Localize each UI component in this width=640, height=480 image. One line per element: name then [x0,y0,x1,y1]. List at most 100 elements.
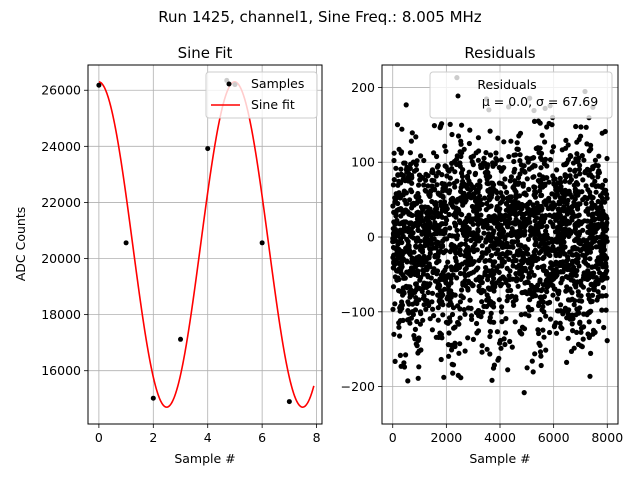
residual-point [473,267,479,273]
residual-point [550,144,557,150]
residual-point [432,220,438,226]
residual-point [511,158,517,165]
residual-point [558,179,564,185]
residual-point [538,353,544,359]
residual-point [537,349,544,355]
residual-point [449,233,455,239]
sine-fit-x-tick-label: 4 [204,430,212,445]
residual-point [489,302,495,308]
residual-point [475,221,481,227]
residual-point [499,319,505,325]
residual-point [413,341,419,347]
residual-point [434,230,440,237]
residual-point [487,333,493,340]
residual-point [399,220,405,226]
residual-point [488,272,494,278]
residual-point [409,205,415,211]
residual-point [540,327,546,333]
residual-point [474,209,480,215]
residual-point [557,320,563,326]
residual-point [490,180,496,186]
residual-point [409,130,415,136]
residual-point [517,171,523,177]
residual-point [423,171,429,177]
residual-point [492,259,498,265]
residuals-title: Residuals [464,44,535,62]
residual-point [580,252,586,258]
residual-point [602,128,608,135]
residual-point [469,259,475,265]
residual-point [603,228,609,234]
residual-point [603,307,609,313]
residual-point [403,352,409,358]
residual-point [558,269,564,275]
residual-point [550,292,556,298]
residual-point [531,118,538,124]
residual-point [496,238,502,244]
residual-point [517,152,523,158]
residual-point [526,186,532,192]
residual-point [498,309,504,315]
residual-point [438,199,444,205]
residual-point [421,157,427,164]
residual-point [405,378,411,384]
sine-fit-ylabel: ADC Counts [13,207,28,282]
residual-point [394,122,401,128]
residual-point [431,150,437,156]
residual-point [460,202,466,208]
residual-point [600,284,607,291]
residual-point [415,268,421,274]
residual-point [412,271,418,277]
residual-point [533,239,539,246]
residual-point [593,189,599,195]
residual-point [543,228,549,234]
residual-point [593,162,599,168]
residual-point [582,170,588,176]
residuals-x-tick-label: 6000 [538,430,570,445]
residual-point [501,216,507,222]
residual-point [447,225,453,231]
legend-samples-label: Samples [251,76,304,91]
residual-point [436,191,442,197]
residual-point [407,221,413,227]
residual-point [506,273,512,279]
residual-point [570,328,576,334]
residual-point [489,377,495,383]
residual-point [529,164,535,170]
residual-point [604,155,610,162]
residual-point [423,306,429,312]
residual-point [434,153,440,160]
residual-point [516,193,523,199]
residual-point [575,341,582,347]
residual-point [392,221,398,227]
residual-point [584,141,590,147]
residual-point [536,150,542,156]
residual-point [454,178,460,184]
residual-point [427,192,433,198]
residual-point [589,292,596,298]
residual-point [514,140,520,146]
residual-point [460,282,466,288]
residuals-y-tick-label: −100 [341,304,375,319]
residual-point [405,308,411,314]
residual-point [464,247,470,253]
residual-point [532,194,539,200]
residual-point [587,333,593,339]
residual-point [426,240,432,246]
residual-point [416,182,422,188]
residual-point [466,140,472,147]
residual-point [443,148,449,154]
residual-point [400,177,407,183]
residual-point [446,330,452,336]
residual-point [465,285,471,291]
residual-point [441,374,447,380]
residual-point [575,307,581,313]
residual-point [503,253,509,259]
residual-point [452,249,459,255]
residual-point [494,207,500,213]
residual-point [416,212,422,218]
sample-point [286,399,292,405]
residual-point [504,200,510,206]
residual-point [535,118,542,124]
sine-fit-x-tick-label: 8 [313,430,321,445]
